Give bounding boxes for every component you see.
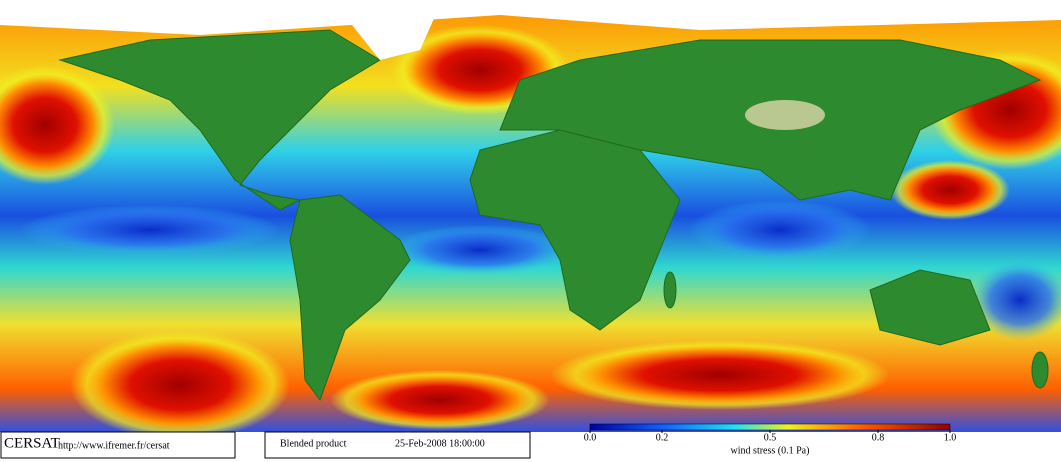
colorbar-label: wind stress (0.1 Pa) [731, 445, 810, 456]
ice [0, 0, 1061, 60]
datetime: 25-Feb-2008 18:00:00 [395, 438, 485, 449]
colorbar-tick-label: 0.2 [656, 432, 669, 443]
logo: CERSAT [4, 435, 60, 451]
land [58, 29, 1049, 402]
product: Blended product [280, 438, 347, 449]
info-box [264, 431, 531, 459]
url: http://www.ifremer.fr/cersat [58, 440, 170, 451]
colorbar-tick-label: 0.5 [764, 432, 777, 443]
colorbar-tick-label: 1.0 [944, 432, 957, 443]
colorbar-tick-label: 0.8 [872, 432, 885, 443]
colorbar-ticks: 0.0 0.2 0.5 0.8 1.0 [584, 430, 957, 443]
colorbar [589, 423, 951, 431]
colorbar-tick-label: 0.0 [584, 432, 597, 443]
logo-box [0, 431, 236, 459]
